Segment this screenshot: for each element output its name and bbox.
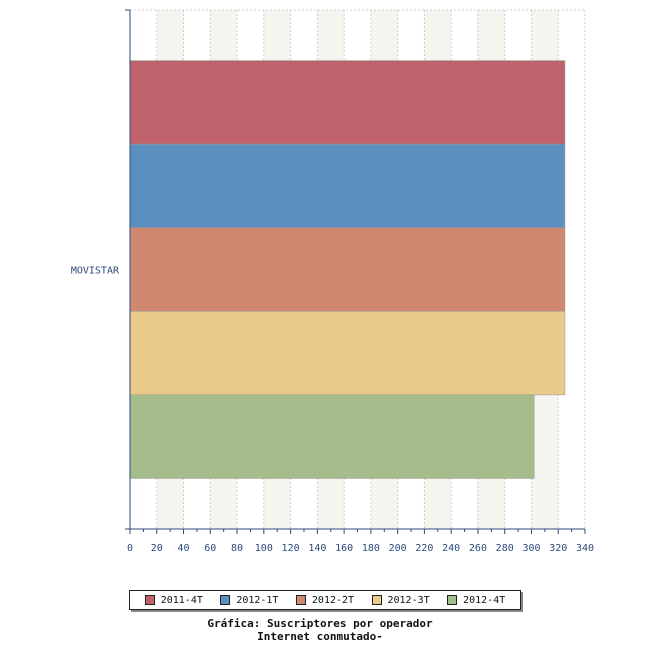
legend-label: 2012-3T <box>387 594 430 606</box>
x-tick-label: 180 <box>362 543 380 554</box>
x-tick-label: 320 <box>549 543 567 554</box>
legend-item: 2012-1T <box>220 595 278 606</box>
x-tick-label: 60 <box>204 543 216 554</box>
y-labels: MOVISTAR <box>71 9 130 277</box>
x-tick-label: 260 <box>469 543 487 554</box>
x-tick-label: 100 <box>255 543 273 554</box>
x-tick-label: 300 <box>522 543 540 554</box>
legend-label: 2011-4T <box>160 594 203 606</box>
legend-swatch <box>220 595 231 605</box>
x-tick-label: 20 <box>151 543 163 554</box>
legend-item: 2012-4T <box>447 595 505 606</box>
x-tick-label: 40 <box>178 543 190 554</box>
x-tick-label: 160 <box>335 543 353 554</box>
x-tick-label: 80 <box>231 543 243 554</box>
legend-swatch <box>295 595 306 605</box>
legend-swatch <box>447 595 458 605</box>
bar-2011-4T <box>129 60 566 145</box>
legend: 2011-4T 2012-1T 2012-2T 2012-3T 2012-4T <box>129 590 521 610</box>
category-label: MOVISTAR <box>71 266 120 277</box>
legend-label: 2012-1T <box>236 594 279 606</box>
x-tick-label: 340 <box>576 543 594 554</box>
legend-label: 2012-4T <box>463 594 506 606</box>
legend-item: 2012-3T <box>371 594 430 606</box>
legend-item: 2012-2T <box>295 594 355 606</box>
chart-title: Gráfica: Suscriptores por operador <box>207 617 433 630</box>
bars <box>129 60 566 479</box>
x-tick-label: 120 <box>282 543 300 554</box>
bar-2012-2T <box>129 227 566 312</box>
x-tick-label: 280 <box>496 543 514 554</box>
chart-subtitle: Internet conmutado- <box>257 630 383 643</box>
legend-swatch <box>144 595 155 605</box>
x-tick-label: 0 <box>127 543 133 554</box>
chart-title-block: Gráfica: Suscriptores por operador Inter… <box>0 617 640 643</box>
legend-item: 2011-4T <box>144 594 203 606</box>
x-tick-label: 200 <box>389 543 407 554</box>
bar-2012-3T <box>129 310 566 396</box>
bar-2012-4T <box>129 394 535 479</box>
bar-2012-1T <box>129 143 566 229</box>
legend-swatch <box>371 595 382 605</box>
x-tick-label: 140 <box>308 543 326 554</box>
x-tick-label: 220 <box>415 543 433 554</box>
x-tick-label: 240 <box>442 543 460 554</box>
legend-label: 2012-2T <box>311 594 355 606</box>
x-ticks: 0 20 40 60 80 100 120 140 160 180 200 220 240 260 280 3… <box>127 529 594 554</box>
